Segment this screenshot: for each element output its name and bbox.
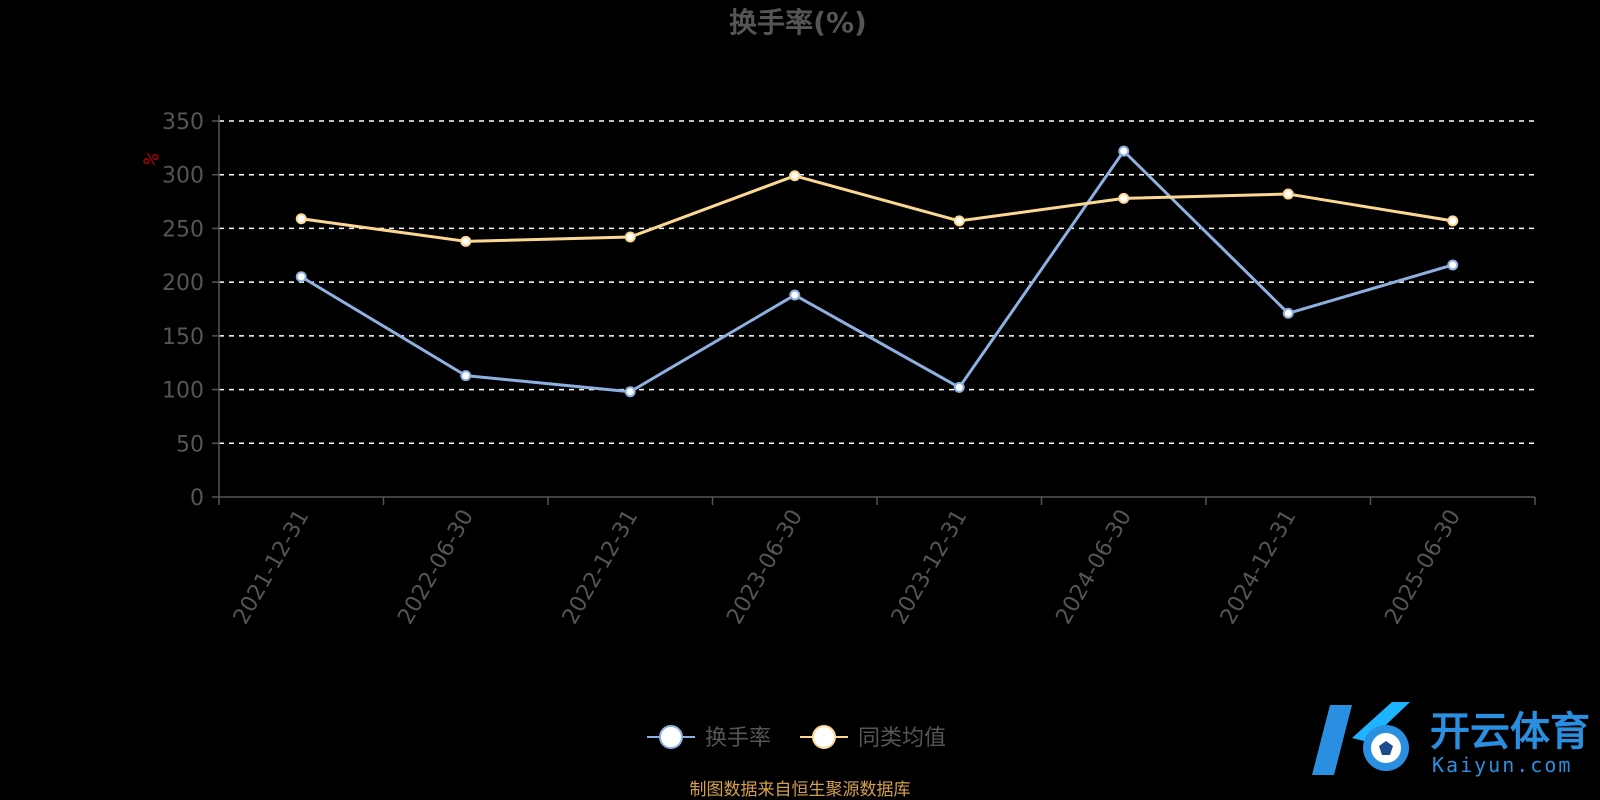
legend-turnover-marker-icon bbox=[659, 725, 683, 749]
x-tick-label: 2025-06-30 bbox=[1380, 506, 1466, 629]
data-point bbox=[295, 271, 307, 283]
y-tick-label: 50 bbox=[176, 432, 204, 457]
data-point bbox=[1282, 307, 1294, 319]
x-tick-label: 2022-06-30 bbox=[393, 506, 479, 629]
x-tick-label: 2024-12-31 bbox=[1216, 506, 1302, 629]
x-tick-label: 2023-06-30 bbox=[722, 506, 808, 629]
data-point bbox=[460, 370, 472, 382]
data-point bbox=[460, 235, 472, 247]
chart-title: 换手率(%) bbox=[729, 6, 867, 39]
legend-item-turnover[interactable]: 换手率 bbox=[647, 725, 771, 751]
y-tick-label: 250 bbox=[162, 217, 204, 242]
series-line bbox=[301, 174, 1453, 243]
data-source-note: 制图数据来自恒生聚源数据库 bbox=[690, 780, 911, 800]
data-point bbox=[953, 381, 965, 393]
y-tick-label: 100 bbox=[162, 379, 204, 404]
data-point bbox=[789, 289, 801, 301]
legend-peer-average-marker-icon bbox=[812, 725, 836, 749]
series-lines bbox=[295, 145, 1459, 398]
kaiyun-k-logo-icon bbox=[1312, 702, 1410, 775]
data-point bbox=[953, 215, 965, 227]
data-point bbox=[295, 213, 307, 225]
y-tick-labels: 0 50 100 150 200 250 300 350 bbox=[162, 110, 204, 511]
series-line bbox=[300, 149, 1454, 394]
grid-lines bbox=[219, 120, 1535, 445]
data-point bbox=[624, 386, 636, 398]
watermark-site: Kaiyun.com bbox=[1432, 753, 1572, 777]
y-tick-label: 300 bbox=[162, 164, 204, 189]
data-point bbox=[624, 231, 636, 243]
y-axis-unit: % bbox=[139, 148, 163, 171]
x-tick-label: 2024-06-30 bbox=[1051, 506, 1137, 629]
data-point bbox=[789, 170, 801, 182]
data-point bbox=[1447, 259, 1459, 271]
y-tick-label: 0 bbox=[190, 486, 204, 511]
legend-turnover-label: 换手率 bbox=[705, 726, 771, 751]
x-tick-label: 2023-12-31 bbox=[887, 506, 973, 629]
watermark-brand: 开云体育 bbox=[1430, 709, 1590, 755]
data-point bbox=[1447, 215, 1459, 227]
data-point bbox=[1282, 188, 1294, 200]
y-tick-label: 150 bbox=[162, 325, 204, 350]
axes bbox=[212, 115, 1536, 505]
x-tick-labels: 2021-12-31 2022-06-30 2022-12-31 2023-06-30… bbox=[229, 506, 1466, 629]
x-tick-label: 2022-12-31 bbox=[558, 506, 644, 629]
legend-item-peer-average[interactable]: 同类均值 bbox=[800, 725, 946, 751]
legend-peer-average-label: 同类均值 bbox=[858, 726, 946, 751]
y-tick-label: 350 bbox=[162, 110, 204, 135]
data-point bbox=[1118, 145, 1130, 157]
data-point bbox=[1118, 192, 1130, 204]
y-tick-label: 200 bbox=[162, 271, 204, 296]
x-tick-label: 2021-12-31 bbox=[229, 506, 315, 629]
legend[interactable]: 换手率 同类均值 bbox=[647, 725, 946, 751]
watermark-logo: 开云体育 Kaiyun.com bbox=[1312, 702, 1590, 777]
